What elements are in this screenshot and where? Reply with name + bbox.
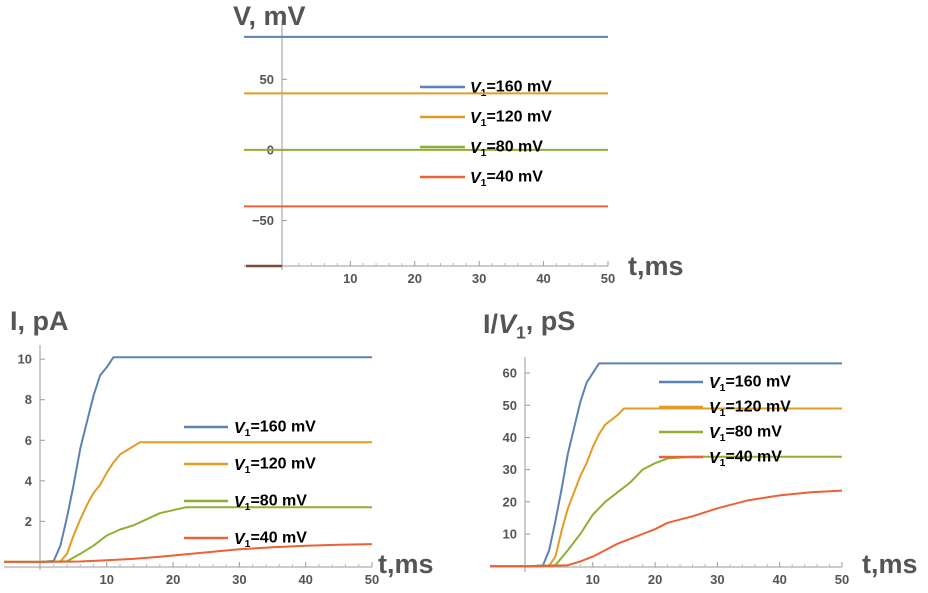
y-tick-label: 8 (25, 392, 32, 407)
series-line (530, 407, 842, 568)
x-axis-title: t,ms (628, 251, 684, 281)
x-axis-title: t,ms (378, 549, 434, 579)
x-tick-label: 10 (100, 572, 114, 587)
series-line (530, 455, 842, 568)
y-tick-label: 50 (260, 72, 274, 87)
series-line (40, 506, 372, 563)
series-line (530, 489, 843, 568)
y-tick-label: 40 (503, 430, 517, 445)
y-tick-label: 10 (18, 352, 32, 367)
y-tick-label: 10 (503, 527, 517, 542)
legend-label: V1=40 mV (234, 529, 307, 550)
y-axis-title: I, pA (10, 306, 69, 336)
series-line (530, 362, 842, 568)
x-tick-label: 20 (407, 271, 421, 286)
series-line (40, 356, 372, 563)
x-tick-label: 50 (835, 572, 849, 587)
legend-label: V1=160 mV (709, 373, 791, 394)
x-tick-label: 30 (472, 271, 486, 286)
series-line (40, 543, 373, 563)
chart-current: 10 20 30 40 50 2 4 6 8 10 V1=160 mV V1=120 mV V1=80 … (4, 306, 434, 587)
legend-label: V1=120 mV (234, 455, 316, 476)
legend-label: V1=120 mV (709, 398, 791, 419)
x-tick-label: 10 (343, 271, 357, 286)
x-tick-label: 20 (648, 572, 662, 587)
y-tick-label: 20 (503, 494, 517, 509)
y-tick-label: 6 (25, 433, 32, 448)
x-tick-label: 50 (365, 572, 379, 587)
x-tick-label: 30 (232, 572, 246, 587)
x-tick-label: 40 (298, 572, 312, 587)
legend-label: V1=40 mV (470, 168, 543, 189)
y-tick-label: 4 (25, 473, 33, 488)
legend-label: V1=160 mV (470, 78, 552, 99)
legend-label: V1=80 mV (709, 423, 782, 444)
y-tick-label: 30 (503, 462, 517, 477)
x-axis-title: t,ms (862, 549, 918, 579)
x-tick-label: 20 (166, 572, 180, 587)
chart-conductance: 10 20 30 40 50 10 20 30 40 50 60 V1=160 mV V1=120 mV… (483, 306, 918, 587)
y-axis-title: I/V1, pS (483, 306, 575, 342)
legend-label: V1=80 mV (470, 138, 543, 159)
x-tick-label: 50 (601, 271, 615, 286)
y-tick-label: −50 (252, 213, 274, 228)
y-tick-label: 2 (25, 514, 32, 529)
legend-label: V1=80 mV (234, 492, 307, 513)
x-tick-label: 30 (710, 572, 724, 587)
y-axis-title: V, mV (233, 1, 306, 31)
x-tick-label: 40 (772, 572, 786, 587)
y-tick-label: 50 (503, 398, 517, 413)
series-line (40, 441, 372, 563)
x-tick-label: 40 (536, 271, 550, 286)
legend-label: V1=120 mV (470, 108, 552, 129)
legend-label: V1=40 mV (709, 448, 782, 469)
y-tick-label: 60 (503, 366, 517, 381)
x-tick-label: 10 (586, 572, 600, 587)
legend-label: V1=160 mV (234, 418, 316, 439)
